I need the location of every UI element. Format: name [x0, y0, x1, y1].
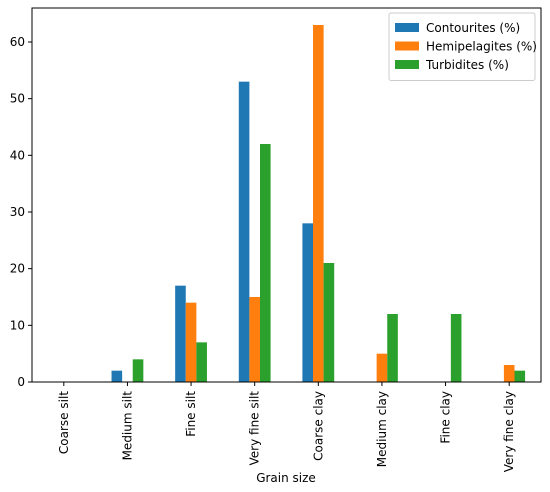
- x-tick-label-0: Coarse silt: [57, 391, 71, 454]
- bar-hemipelagites-3: [249, 297, 260, 382]
- bar-contourites-3: [238, 81, 250, 383]
- bar-hemipelagites-7: [503, 365, 515, 382]
- y-tick-label-40: 40: [10, 148, 25, 162]
- bar-turbidites-5: [387, 314, 398, 382]
- plot-area: 0 10 20 30 40 50 60 Coarse silt Medium silt Fine …: [10, 7, 542, 472]
- legend-swatch-1: [395, 41, 419, 51]
- bar-hemipelagites-4: [313, 25, 324, 382]
- x-tick-label-1: Medium silt: [120, 391, 134, 461]
- legend-label-0: Contourites (%): [426, 21, 520, 35]
- bar-contourites-2: [175, 285, 186, 382]
- bar-turbidites-7: [514, 370, 526, 382]
- x-tick-label-3: Very fine silt: [248, 391, 262, 466]
- y-tick-label-50: 50: [10, 92, 25, 106]
- x-tick-label-2: Fine silt: [184, 391, 198, 437]
- legend-swatch-0: [395, 23, 419, 32]
- legend-swatch-2: [395, 60, 419, 69]
- bar-hemipelagites-2: [185, 302, 197, 382]
- x-tick-label-4: Coarse clay: [311, 391, 325, 461]
- legend-label-2: Turbidites (%): [425, 58, 509, 72]
- bar-turbidites-1: [132, 359, 144, 382]
- y-tick-label-20: 20: [10, 262, 25, 276]
- x-tick-label-7: Very fine clay: [502, 391, 516, 472]
- x-axis-title: Grain size: [256, 471, 316, 485]
- bar-turbidites-6: [450, 314, 462, 382]
- y-tick-label-60: 60: [10, 35, 25, 49]
- x-tick-label-5: Medium clay: [375, 391, 389, 467]
- bar-turbidites-3: [259, 144, 271, 382]
- bar-contourites-1: [111, 370, 123, 382]
- y-tick-label-0: 0: [17, 375, 25, 389]
- bar-turbidites-2: [196, 342, 207, 382]
- y-tick-label-30: 30: [10, 205, 25, 219]
- bar-turbidites-4: [323, 263, 335, 382]
- legend-box: [388, 12, 536, 81]
- bar-contourites-4: [302, 223, 314, 382]
- plot-frame: [31, 7, 542, 383]
- y-tick-label-10: 10: [10, 318, 25, 332]
- bar-hemipelagites-5: [376, 353, 388, 382]
- x-tick-label-6: Fine clay: [439, 391, 453, 444]
- legend-label-1: Hemipelagites (%): [426, 40, 537, 54]
- legend: Contourites (%) Hemipelagites (%) Turbidit…: [388, 12, 537, 81]
